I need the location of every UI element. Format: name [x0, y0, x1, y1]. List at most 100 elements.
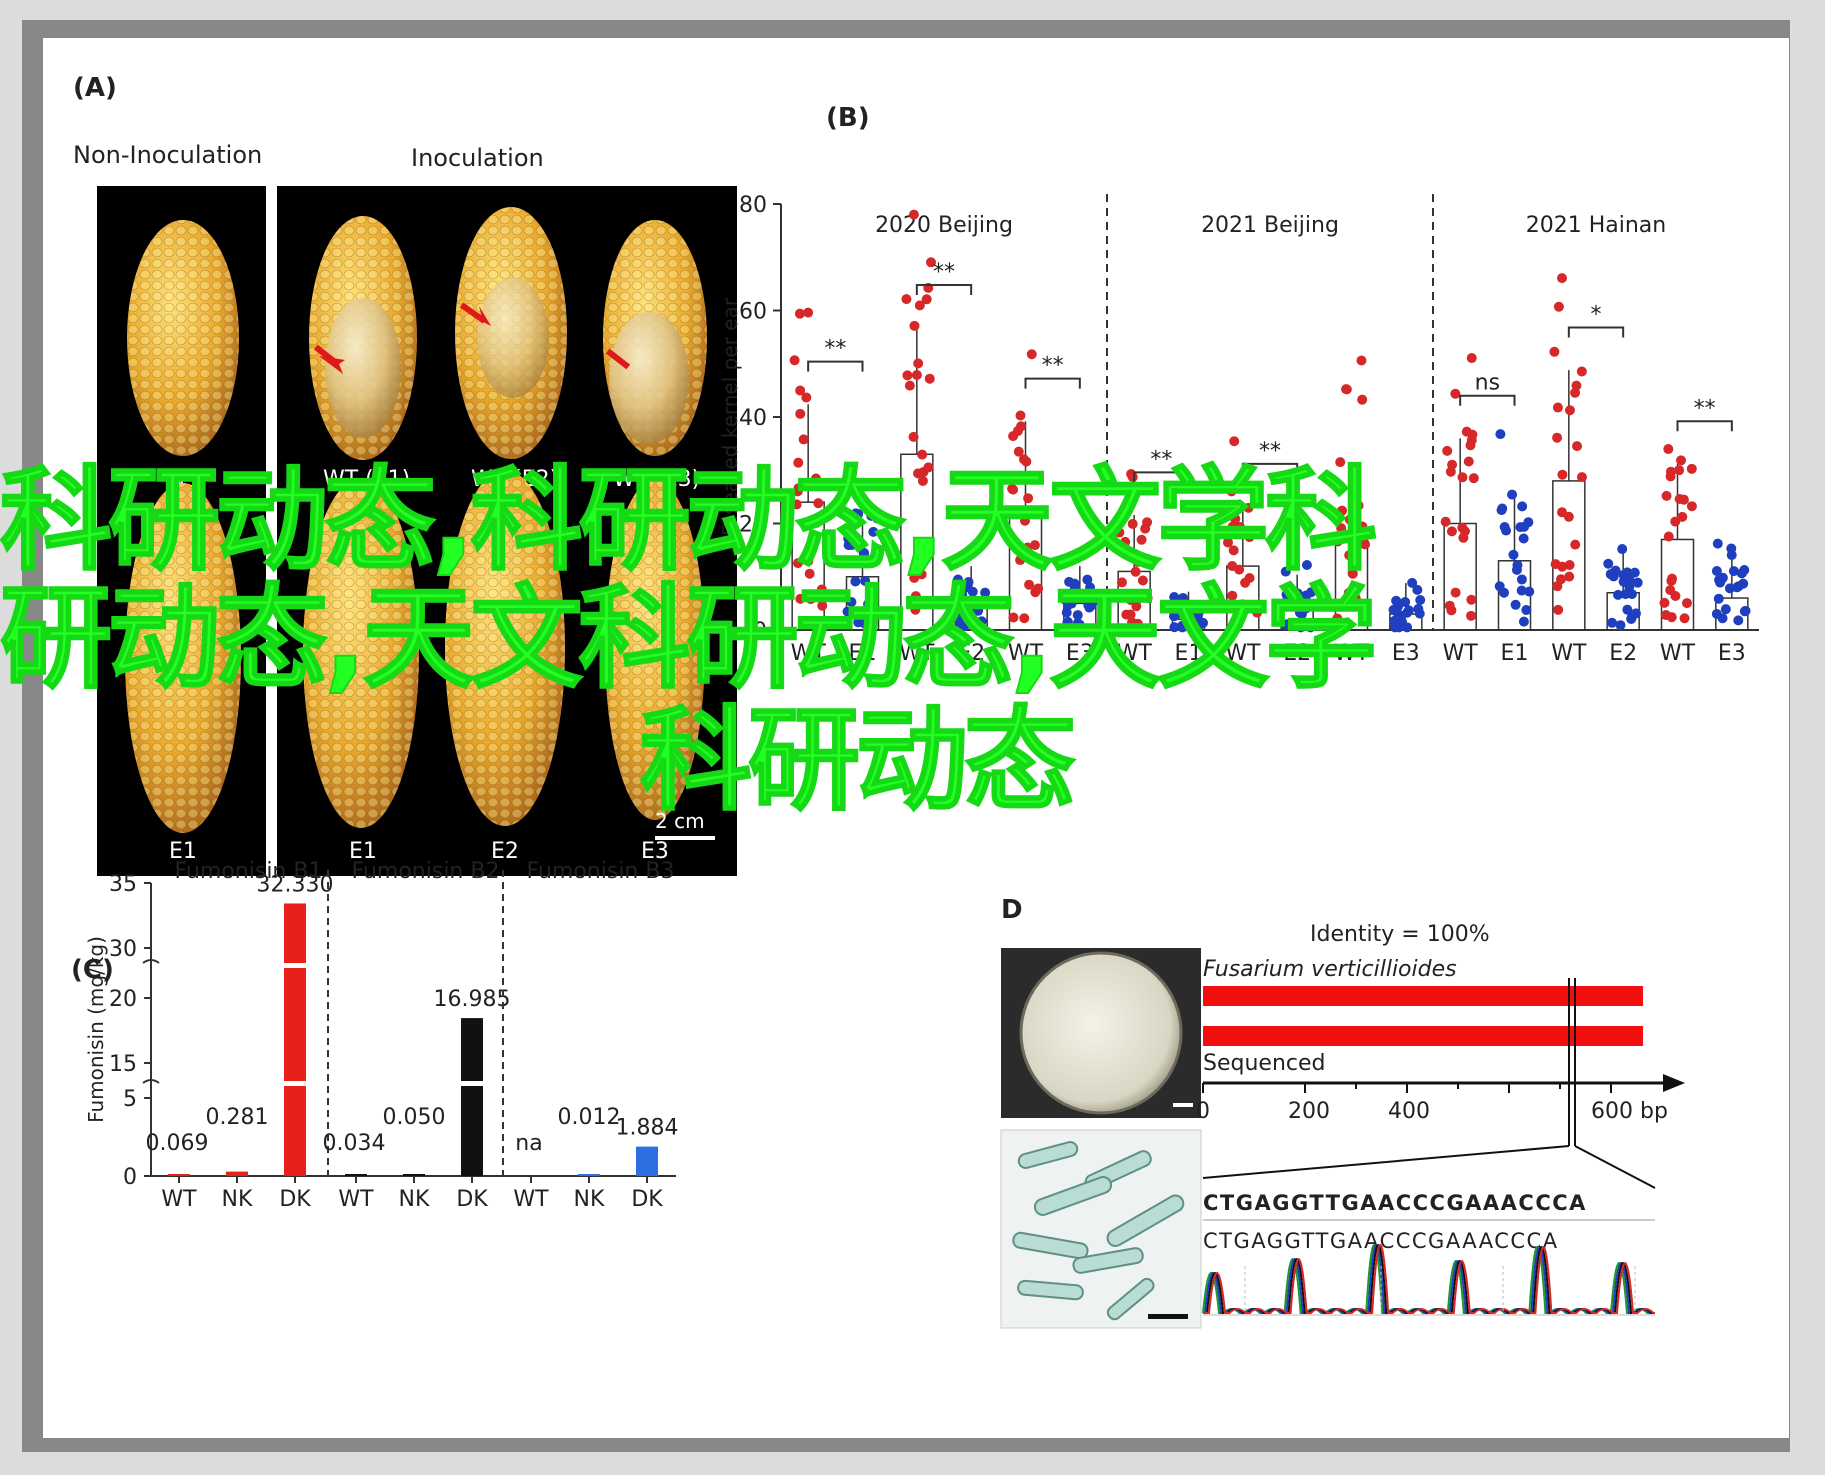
data-point	[1552, 581, 1563, 592]
category-label: WT	[1225, 641, 1261, 666]
data-point	[1557, 469, 1568, 480]
data-point	[924, 373, 935, 384]
petri-dish	[1019, 951, 1183, 1115]
data-point	[1516, 574, 1527, 585]
data-point	[1023, 493, 1034, 504]
data-point	[1552, 432, 1563, 443]
data-point	[1557, 273, 1568, 284]
data-point	[842, 606, 853, 617]
data-point	[871, 549, 882, 560]
data-point	[1335, 457, 1346, 468]
data-point	[980, 587, 991, 598]
data-point	[1442, 445, 1453, 456]
data-point	[792, 558, 803, 569]
significance-label: **	[1694, 396, 1716, 421]
category-label: WT	[899, 641, 935, 666]
data-point	[1019, 515, 1030, 526]
data-point	[1446, 526, 1457, 537]
bp-axis-arrow-icon	[1663, 1074, 1685, 1092]
data-point	[1495, 429, 1506, 440]
corn-ear-e2	[445, 470, 565, 826]
bar	[345, 1174, 367, 1176]
data-point	[951, 597, 962, 608]
data-point	[860, 575, 871, 586]
data-point	[1360, 539, 1371, 550]
bar-break	[459, 963, 485, 968]
sequenced-label: Sequenced	[1203, 1051, 1325, 1076]
corn-ear-e3	[605, 480, 705, 820]
data-point	[1564, 571, 1575, 582]
data-point	[1459, 526, 1470, 537]
significance-bracket	[1133, 471, 1190, 483]
panel-c-letter: (C)	[71, 955, 114, 985]
bar	[226, 1171, 248, 1176]
data-point	[911, 370, 922, 381]
identity-label: Identity = 100%	[1310, 922, 1490, 947]
ear-label-bottom-4: E3	[641, 839, 669, 864]
data-point	[1679, 613, 1690, 624]
category-label: DK	[456, 1187, 488, 1212]
reference-sequence-bar	[1203, 986, 1643, 1006]
bp-tick-200: 200	[1288, 1099, 1330, 1124]
data-point	[816, 584, 827, 595]
data-point	[1244, 572, 1255, 583]
data-point	[789, 355, 800, 366]
data-point	[1230, 513, 1241, 524]
data-point	[976, 616, 987, 627]
data-point	[1517, 501, 1528, 512]
data-point	[1607, 617, 1618, 628]
category-label: WT	[1660, 641, 1696, 666]
data-point	[1450, 587, 1461, 598]
data-point	[846, 540, 857, 551]
data-point	[1518, 533, 1529, 544]
data-point	[1227, 521, 1238, 532]
data-point	[1305, 622, 1316, 633]
data-point	[1465, 440, 1476, 451]
data-point	[967, 586, 978, 597]
data-point	[1402, 622, 1413, 633]
data-point	[1564, 560, 1575, 571]
data-point	[952, 574, 963, 585]
data-point	[1400, 597, 1411, 608]
data-point	[957, 589, 968, 600]
data-point	[1507, 489, 1518, 500]
data-point	[1508, 549, 1519, 560]
bar-break	[282, 963, 308, 968]
category-label: WT	[1117, 641, 1153, 666]
scale-bar	[655, 836, 715, 840]
data-point	[1008, 473, 1019, 484]
data-point	[1407, 577, 1418, 588]
data-point	[1622, 567, 1633, 578]
data-point	[866, 597, 877, 608]
data-point	[1630, 608, 1641, 619]
bar	[168, 1174, 190, 1176]
data-point	[1570, 539, 1581, 550]
data-point	[805, 594, 816, 605]
data-point	[1440, 516, 1451, 527]
data-point	[1297, 593, 1308, 604]
bar	[578, 1174, 600, 1176]
y-tick-label: 80	[739, 193, 767, 218]
data-point	[791, 499, 802, 510]
significance-bracket	[915, 283, 973, 295]
data-point	[1576, 366, 1587, 377]
data-point	[795, 593, 806, 604]
data-point	[1074, 619, 1085, 630]
data-point	[1082, 574, 1093, 585]
category-label: WT	[513, 1187, 549, 1212]
axis-break-icon	[142, 959, 160, 964]
watermark-line-2: 研动态,天文科研动态,天文学	[0, 574, 1378, 704]
data-point	[1232, 607, 1243, 618]
data-point	[1466, 594, 1477, 605]
data-point	[1615, 620, 1626, 631]
category-label: NK	[399, 1187, 430, 1212]
data-point	[901, 294, 912, 305]
group-title: 2021 Beijing	[1201, 213, 1339, 238]
disease-scatter-chart: 0 20 40 60 80 Diseased kernel per ear 2020 Bei…	[718, 193, 1759, 666]
data-point	[1552, 402, 1563, 413]
data-point	[1728, 566, 1739, 577]
data-point	[1670, 590, 1681, 601]
data-point	[1605, 569, 1616, 580]
data-point	[1553, 604, 1564, 615]
data-point	[1133, 556, 1144, 567]
